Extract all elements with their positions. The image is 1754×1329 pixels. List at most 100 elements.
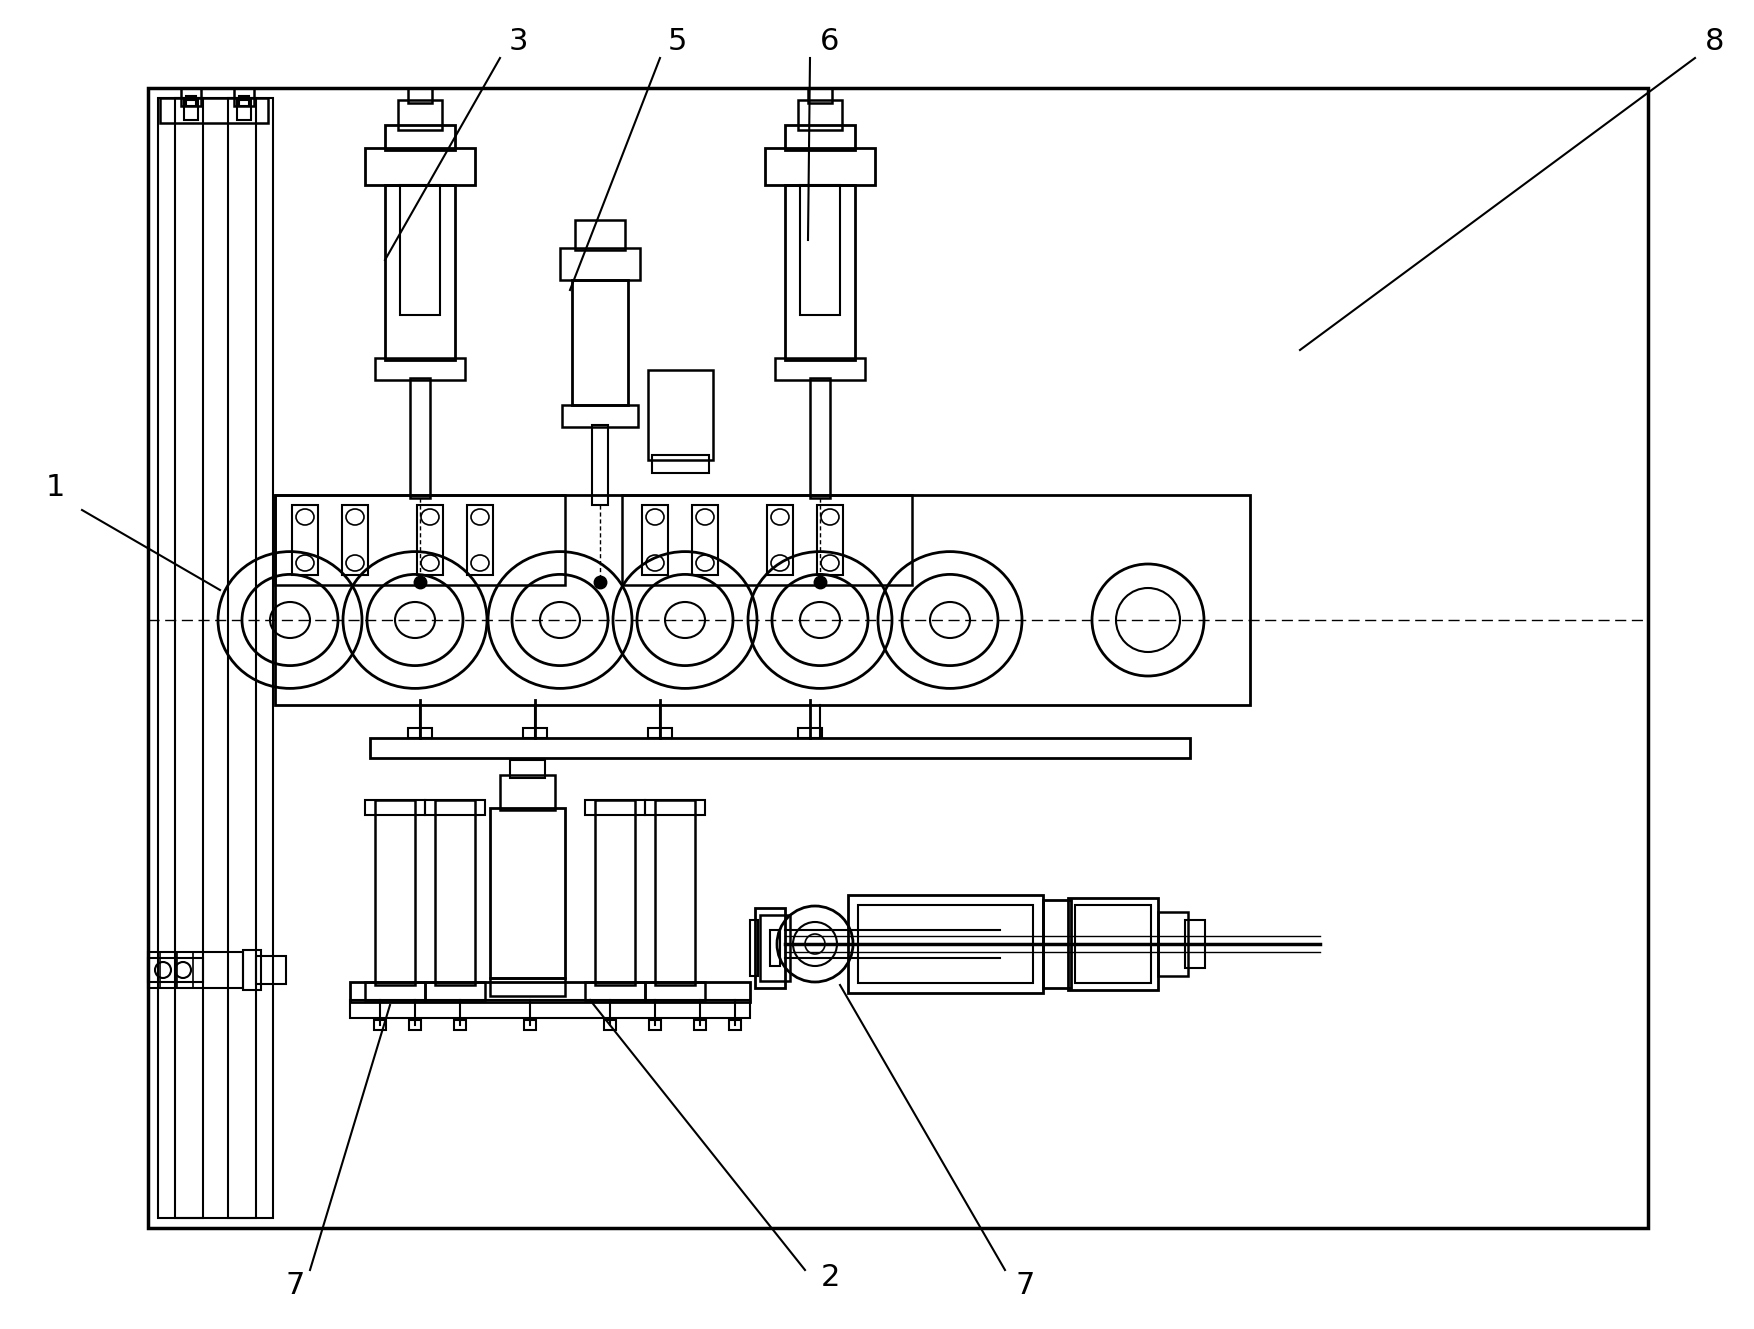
Bar	[147, 952, 244, 987]
Text: 8: 8	[1705, 28, 1724, 57]
Bar	[410, 377, 430, 498]
Bar	[400, 185, 440, 315]
Bar	[365, 148, 475, 185]
Bar	[575, 221, 624, 250]
Bar	[786, 125, 854, 150]
Bar	[751, 920, 758, 975]
Bar	[237, 100, 251, 120]
Bar	[560, 249, 640, 280]
Bar	[623, 494, 912, 585]
Bar	[177, 952, 193, 987]
Text: 6: 6	[821, 28, 840, 57]
Bar	[586, 800, 645, 815]
Bar	[858, 905, 1033, 983]
Bar	[435, 800, 475, 985]
Bar	[244, 950, 261, 990]
Bar	[351, 999, 751, 1018]
Bar	[233, 88, 254, 106]
Bar	[489, 808, 565, 978]
Bar	[765, 148, 875, 185]
Bar	[647, 728, 672, 738]
Text: 5: 5	[667, 28, 686, 57]
Bar	[645, 800, 705, 815]
Bar	[147, 88, 1649, 1228]
Bar	[647, 369, 712, 460]
Bar	[572, 280, 628, 405]
Bar	[603, 1019, 616, 1030]
Bar	[365, 982, 424, 999]
Text: 3: 3	[509, 28, 528, 57]
Bar	[160, 98, 268, 124]
Bar	[409, 88, 431, 104]
Bar	[374, 1019, 386, 1030]
Bar	[239, 96, 249, 106]
Bar	[375, 800, 416, 985]
Bar	[645, 982, 705, 999]
Bar	[586, 982, 645, 999]
Bar	[510, 760, 545, 777]
Bar	[398, 100, 442, 130]
Bar	[375, 358, 465, 380]
Bar	[561, 405, 638, 427]
Text: 1: 1	[46, 473, 65, 502]
Bar	[595, 800, 635, 985]
Bar	[770, 930, 781, 966]
Bar	[593, 425, 609, 505]
Bar	[184, 100, 198, 120]
Bar	[798, 728, 823, 738]
Bar	[158, 98, 274, 1217]
Bar	[454, 1019, 467, 1030]
Bar	[409, 728, 431, 738]
Bar	[786, 185, 854, 360]
Bar	[809, 88, 831, 104]
Bar	[500, 775, 554, 809]
Bar	[642, 505, 668, 575]
Bar	[342, 505, 368, 575]
Bar	[467, 505, 493, 575]
Bar	[798, 100, 842, 130]
Bar	[1075, 905, 1151, 983]
Bar	[384, 125, 454, 150]
Bar	[256, 956, 286, 983]
Bar	[186, 96, 196, 106]
Bar	[351, 982, 751, 1002]
Bar	[147, 958, 203, 982]
Bar	[291, 505, 317, 575]
Bar	[730, 1019, 740, 1030]
Bar	[424, 800, 486, 815]
Bar	[175, 98, 203, 1217]
Bar	[1158, 912, 1187, 975]
Bar	[817, 505, 844, 575]
Bar	[524, 1019, 537, 1030]
Text: 7: 7	[286, 1271, 305, 1300]
Bar	[409, 1019, 421, 1030]
Bar	[1068, 898, 1158, 990]
Text: 2: 2	[821, 1264, 840, 1293]
Bar	[1186, 920, 1205, 968]
Bar	[489, 978, 565, 995]
Bar	[417, 505, 444, 575]
Bar	[424, 982, 486, 999]
Bar	[847, 894, 1044, 993]
Bar	[365, 800, 424, 815]
Bar	[695, 1019, 707, 1030]
Bar	[800, 185, 840, 315]
Bar	[181, 88, 202, 106]
Bar	[652, 455, 709, 473]
Bar	[693, 505, 717, 575]
Bar	[754, 908, 786, 987]
Bar	[160, 952, 175, 987]
Bar	[766, 505, 793, 575]
Bar	[228, 98, 256, 1217]
Bar	[1044, 900, 1072, 987]
Bar	[810, 377, 830, 498]
Bar	[275, 494, 565, 585]
Bar	[384, 185, 454, 360]
Bar	[275, 494, 1251, 704]
Text: 7: 7	[1016, 1271, 1035, 1300]
Bar	[759, 914, 789, 981]
Bar	[654, 800, 695, 985]
Bar	[775, 358, 865, 380]
Bar	[649, 1019, 661, 1030]
Bar	[523, 728, 547, 738]
